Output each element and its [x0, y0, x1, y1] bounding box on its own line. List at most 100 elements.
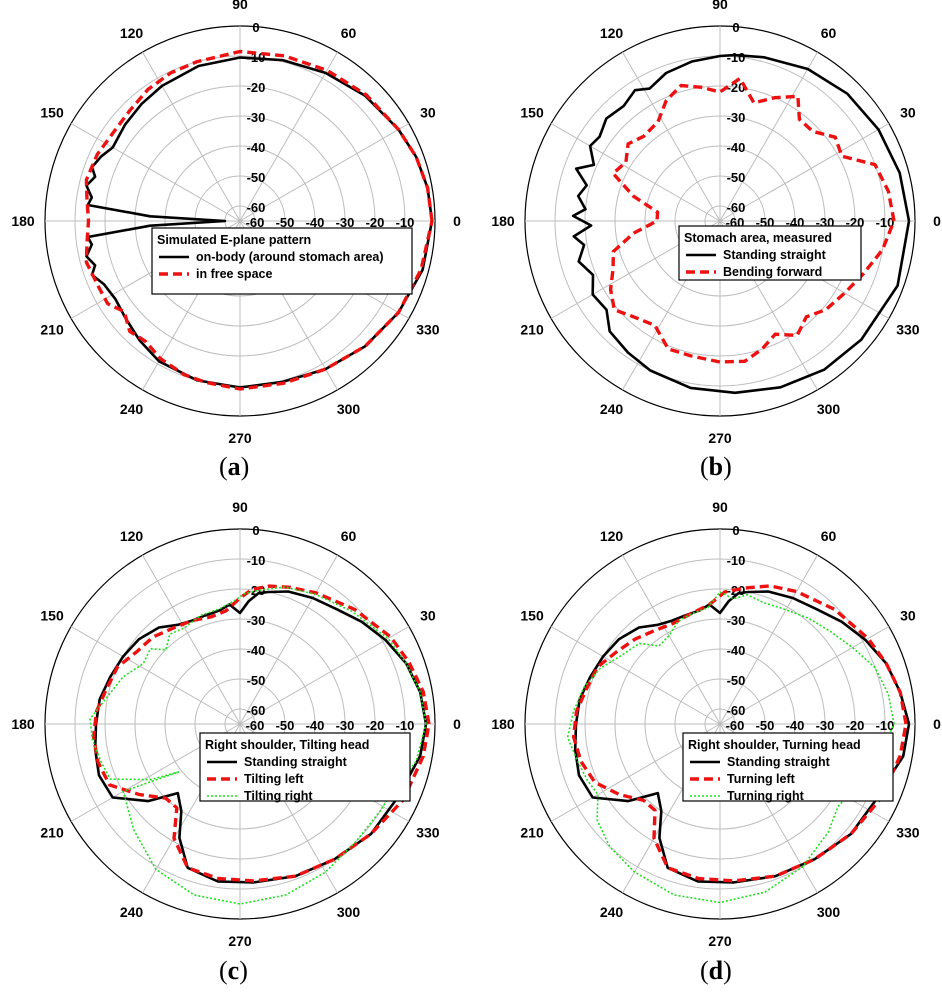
- r-tick-label: -50: [727, 170, 746, 185]
- angle-tick-label: 30: [900, 105, 916, 121]
- r-tick-label: -20: [846, 718, 865, 733]
- angle-tick-label: 0: [933, 716, 941, 732]
- polar-chart-a: -60-60-50-50-40-40-30-30-20-20-10-100030…: [11, 0, 461, 446]
- angle-tick-label: 240: [120, 401, 144, 417]
- grid-spoke: [142, 51, 241, 222]
- legend-entry: Standing straight: [244, 755, 348, 769]
- grid-spoke: [622, 51, 721, 222]
- grid-spoke: [239, 554, 338, 725]
- legend-box: [678, 225, 862, 281]
- angle-tick-label: 60: [821, 528, 837, 544]
- series-line-on-body-around-stomach-area: [85, 56, 434, 389]
- grid-spoke: [70, 626, 241, 725]
- legend-entry: on-body (around stomach area): [196, 250, 384, 264]
- angle-tick-label: 180: [11, 213, 35, 229]
- legend-box: [199, 732, 411, 802]
- angle-tick-label: 240: [600, 904, 624, 920]
- r-tick-label: -10: [876, 215, 895, 230]
- angle-tick-label: 240: [120, 904, 144, 920]
- angle-tick-label: 30: [420, 608, 436, 624]
- angle-tick-label: 60: [341, 25, 357, 41]
- r-tick-label: 0: [732, 20, 739, 35]
- r-tick-label: -30: [247, 613, 266, 628]
- r-tick-label: -10: [727, 50, 746, 65]
- r-tick-label: -60: [247, 200, 266, 215]
- grid-spoke: [719, 51, 818, 222]
- angle-tick-label: 90: [232, 0, 248, 12]
- angle-tick-label: 180: [11, 716, 35, 732]
- r-tick-label: 0: [732, 523, 739, 538]
- r-tick-label: -40: [306, 718, 325, 733]
- legend-entry: Standing straight: [727, 755, 831, 769]
- r-tick-label: 0: [252, 523, 259, 538]
- legend: Simulated E-plane pattern on-body (around…: [151, 227, 413, 295]
- grid-spoke: [70, 123, 241, 222]
- angle-tick-label: 270: [708, 933, 732, 949]
- legend-title: Right shoulder, Turning head: [688, 738, 861, 752]
- r-tick-label: -20: [366, 718, 385, 733]
- series-line-standing-straight: [571, 53, 911, 395]
- r-tick-label: -20: [727, 80, 746, 95]
- angle-tick-label: 270: [708, 430, 732, 446]
- polar-chart-d: -60-60-50-50-40-40-30-30-20-20-10-100030…: [491, 499, 941, 949]
- r-tick-label: -60: [246, 215, 265, 230]
- r-tick-label: -20: [366, 215, 385, 230]
- angle-tick-label: 270: [228, 430, 252, 446]
- grid-spoke: [239, 51, 338, 222]
- angle-tick-label: 0: [453, 716, 461, 732]
- angle-tick-label: 0: [453, 213, 461, 229]
- r-tick-label: -40: [727, 643, 746, 658]
- angle-tick-label: 210: [520, 825, 544, 841]
- angle-tick-label: 60: [341, 528, 357, 544]
- angle-tick-label: 210: [40, 322, 64, 338]
- grid-spoke: [719, 554, 818, 725]
- angle-tick-label: 120: [600, 25, 624, 41]
- r-tick-label: -10: [396, 718, 415, 733]
- angle-tick-label: 120: [120, 528, 144, 544]
- angle-tick-label: 330: [896, 825, 920, 841]
- angle-tick-label: 240: [600, 401, 624, 417]
- r-tick-label: -10: [396, 215, 415, 230]
- panel-label-a: (a): [219, 452, 250, 481]
- legend-entry: Bending forward: [723, 265, 822, 279]
- angle-tick-label: 150: [520, 105, 544, 121]
- r-tick-label: -30: [816, 718, 835, 733]
- legend-title: Simulated E-plane pattern: [157, 233, 311, 247]
- angle-tick-label: 150: [520, 608, 544, 624]
- r-tick-label: -60: [727, 200, 746, 215]
- r-tick-label: -40: [247, 643, 266, 658]
- legend-box: [682, 732, 894, 802]
- r-tick-label: -30: [336, 215, 355, 230]
- grid-spoke: [239, 123, 410, 222]
- angle-tick-label: 150: [40, 608, 64, 624]
- r-tick-label: -10: [876, 718, 895, 733]
- legend-entry: Standing straight: [723, 248, 827, 262]
- legend-entry: Turning left: [727, 772, 796, 786]
- series-line-turning-left: [571, 584, 908, 883]
- grid-spoke: [719, 626, 890, 725]
- r-tick-label: -20: [247, 80, 266, 95]
- r-tick-label: -10: [247, 553, 266, 568]
- r-tick-label: 0: [252, 20, 259, 35]
- angle-tick-label: 30: [900, 608, 916, 624]
- legend: Right shoulder, Turning head Standing str…: [682, 732, 894, 803]
- angle-tick-label: 330: [416, 322, 440, 338]
- series-line-tilting-right: [89, 586, 427, 905]
- r-tick-label: -40: [727, 140, 746, 155]
- angle-tick-label: 60: [821, 25, 837, 41]
- angle-tick-label: 150: [40, 105, 64, 121]
- polar-chart-c: -60-60-50-50-40-40-30-30-20-20-10-100030…: [11, 499, 461, 949]
- r-tick-label: -50: [756, 718, 775, 733]
- panel-label-b: (b): [700, 452, 732, 481]
- r-tick-label: -60: [246, 718, 265, 733]
- panel-label-d: (d): [700, 956, 732, 985]
- legend-title: Right shoulder, Tilting head: [205, 738, 369, 752]
- r-tick-label: -40: [306, 215, 325, 230]
- angle-tick-label: 330: [416, 825, 440, 841]
- angle-tick-label: 210: [40, 825, 64, 841]
- legend-title: Stomach area, measured: [684, 231, 832, 245]
- grid-spoke: [550, 123, 721, 222]
- grid-spoke: [622, 554, 721, 725]
- grid-spoke: [550, 626, 721, 725]
- grid-spoke: [142, 554, 241, 725]
